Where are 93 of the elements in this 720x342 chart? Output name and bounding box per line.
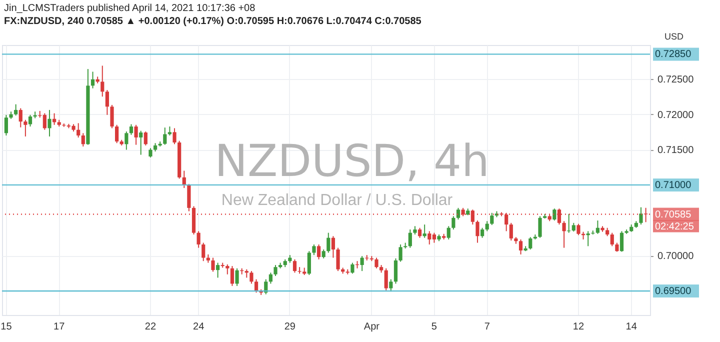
candlestick: [452, 216, 456, 230]
candlestick: [509, 222, 513, 242]
ref-line-label: 0.69500: [655, 286, 692, 297]
candlestick: [274, 264, 278, 276]
y-tick-label: 0.72500: [658, 74, 694, 86]
candlestick: [552, 208, 556, 221]
candlestick: [576, 223, 580, 236]
candlestick: [360, 256, 364, 272]
annotation: NZDUSD, 4h: [214, 136, 490, 187]
candlestick: [528, 236, 532, 250]
ref-line-label: 0.71000: [655, 180, 692, 191]
candlestick: [76, 122, 80, 138]
candlestick: [586, 230, 590, 247]
x-tick-label: 5: [431, 322, 438, 332]
candlestick: [422, 224, 426, 238]
candlestick: [230, 266, 234, 286]
candlestick: [144, 131, 148, 146]
candlestick: [163, 127, 167, 146]
candlestick: [250, 270, 254, 284]
candlestick: [639, 206, 643, 226]
candlestick: [562, 220, 566, 248]
candlestick: [384, 268, 388, 291]
candlestick: [336, 247, 340, 272]
x-tick-label: 14: [626, 322, 638, 332]
x-tick-label: 15: [0, 322, 12, 332]
candlestick: [18, 108, 22, 128]
candlestick: [408, 228, 412, 248]
candlestick: [115, 124, 119, 144]
candlestick: [187, 183, 191, 212]
candlestick: [124, 131, 128, 150]
candlestick: [226, 264, 230, 275]
candlestick: [312, 244, 316, 256]
x-tick-label: 29: [284, 322, 296, 332]
candlestick: [476, 220, 480, 244]
candlestick: [394, 258, 398, 284]
candlestick: [518, 238, 523, 255]
candlestick: [456, 207, 460, 220]
candlestick: [105, 90, 109, 116]
candlestick: [90, 71, 95, 89]
candlestick: [610, 232, 614, 247]
candlestick: [81, 132, 85, 147]
candlestick: [268, 272, 272, 284]
x-tick-label: 24: [193, 322, 205, 332]
candlestick: [398, 244, 402, 262]
text: 02:42:25: [655, 221, 694, 232]
candlestick: [254, 278, 258, 294]
candlestick: [480, 227, 484, 238]
candlestick: [172, 128, 176, 145]
ref-line-label: 0.70585: [655, 209, 692, 220]
y-tick-label: 0.72000: [658, 110, 694, 121]
x-tick-label: Apr: [364, 322, 380, 332]
candlestick: [418, 227, 422, 238]
candlestick: [350, 262, 354, 274]
annotation: New Zealand Dollar / U.S. Dollar: [221, 192, 454, 209]
candlestick: [48, 109, 52, 137]
candlestick: [196, 230, 200, 248]
x-tick-label: 17: [54, 322, 66, 332]
candlestick: [134, 124, 138, 146]
candlestick: [139, 130, 143, 156]
candlestick: [331, 236, 336, 258]
y-tick-label: 0.71500: [658, 145, 694, 156]
candlestick: [374, 257, 378, 269]
candlestick: [307, 250, 311, 276]
candlestick: [316, 244, 321, 260]
candlestick: [292, 258, 297, 274]
candlestick: [446, 226, 450, 240]
candlestick: [110, 104, 114, 129]
candlestick: [14, 104, 18, 116]
y-axis-title: USD: [664, 32, 684, 42]
ref-line-label: 0.72850: [655, 49, 692, 60]
candlestick: [620, 230, 624, 252]
candlestick: [389, 278, 393, 292]
candlestick: [211, 257, 215, 272]
x-tick-label: 7: [484, 322, 490, 332]
candlestick: [490, 212, 494, 226]
candlestick: [4, 114, 8, 136]
candlestick: [596, 220, 600, 234]
candlestick: [485, 220, 489, 232]
candlestick: [216, 262, 220, 278]
x-tick-label: 22: [144, 322, 156, 332]
candlestick: [24, 119, 28, 137]
candlestick: [100, 65, 104, 98]
candlestick: [129, 124, 134, 136]
y-tick-label: 0.70000: [658, 251, 694, 262]
x-tick-label: 12: [572, 322, 584, 332]
text: Jin_LCMSTraders published April 14, 2021 10:17:36 +08: [4, 3, 256, 15]
candlestick: [235, 268, 239, 286]
candlestick: [538, 216, 542, 238]
chart-title: FX:NZDUSD, 240 0.70585 ▲ +0.00120 (+0.17%) O:0.70595 H:0.70676 L:0.70474 C:0.70585: [4, 15, 422, 28]
candlestick: [202, 242, 206, 262]
candlestick: [326, 232, 330, 254]
candlestick: [148, 148, 152, 158]
candlestick: [28, 114, 32, 127]
